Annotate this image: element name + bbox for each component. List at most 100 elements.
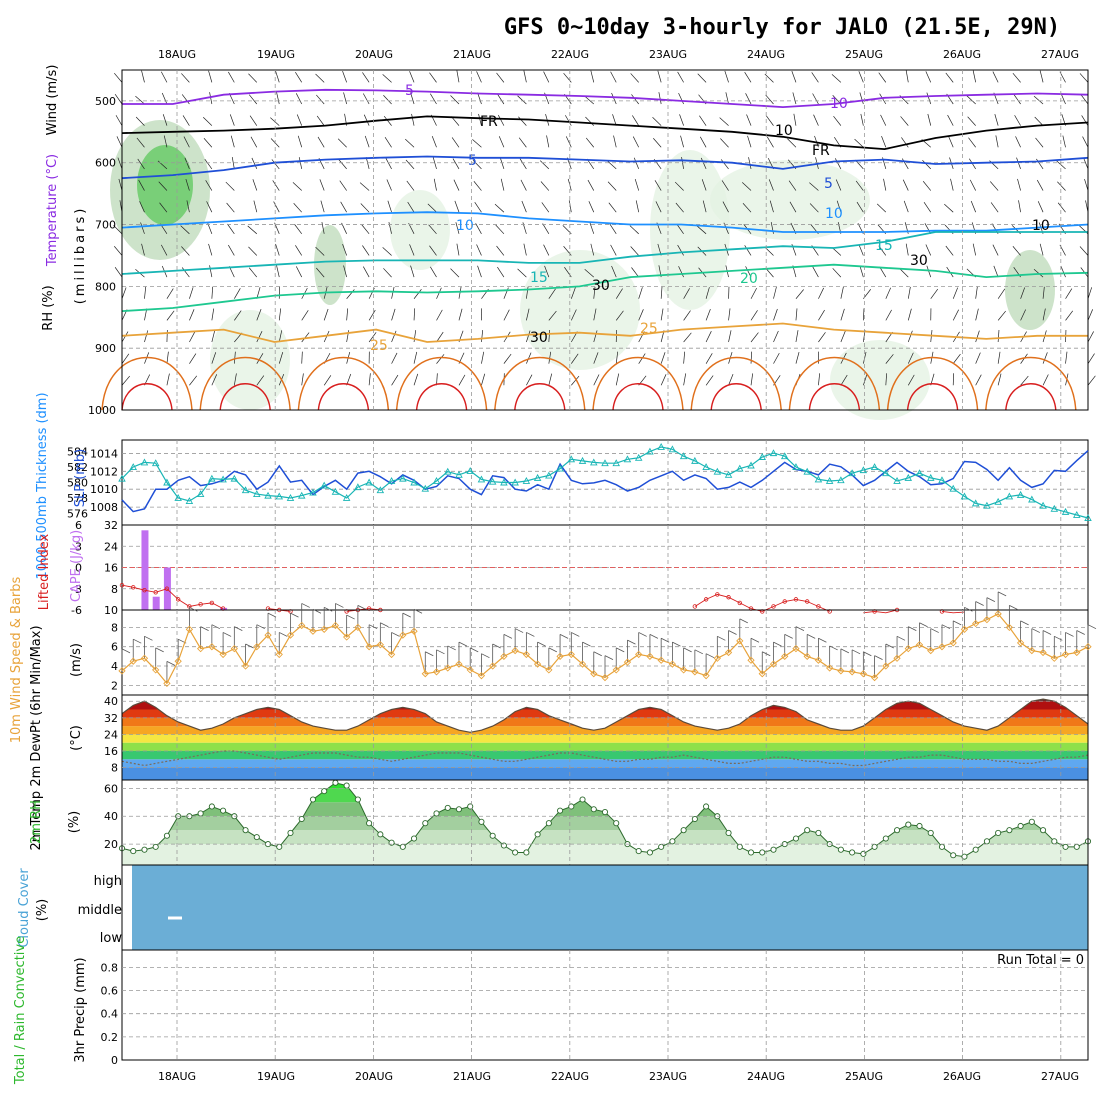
thickness-marker [803,467,811,475]
contour-label: 10 [1032,218,1050,234]
wind-barb-flag [795,626,805,631]
wind-barb [135,116,145,126]
thickness-tick-label: 578 [67,492,88,505]
rh-marker [298,815,305,823]
wind-barb-flag [896,635,906,641]
wind-speed-marker [387,650,396,659]
cloud-axis-labels: Cloud Cover (%) high middle low [17,868,122,948]
wind-speed-marker [702,672,710,680]
wind-barb-flag [155,647,164,653]
pressure-tick-label: 500 [95,95,116,108]
wind-barb [138,179,145,191]
cape-tick-label: 24 [104,540,118,553]
wind-barb-flag [189,606,198,612]
wind-barb-flag [301,603,310,608]
temp-band [122,699,1088,702]
contour-label: 10 [825,206,843,222]
wind-barb [789,201,797,213]
wind-barb [544,265,550,278]
wind-speed-marker [938,643,946,651]
wind-barb [968,137,976,148]
wind-barb [436,287,442,299]
wind-barb [923,202,932,213]
wind-barb [990,202,999,213]
wind-speed-marker [882,662,890,670]
rh-marker [703,803,710,810]
wind-barb [543,244,550,256]
wind-barb [278,352,284,364]
wind-barb [362,245,370,256]
wind-barb [610,244,617,256]
thickness-marker [1039,501,1047,509]
wind-barb [454,200,460,213]
rh-marker [422,820,429,827]
li-line [941,610,965,614]
wind-speed-marker [781,652,789,661]
wind-barb [141,70,145,83]
top-date-label: 20AUG [355,48,393,61]
wind-barb [607,160,617,170]
rh-marker [208,803,215,810]
wind-barb [683,288,690,299]
cape-bar [141,530,149,610]
wind-barb-flag [514,628,524,633]
wind-barb [952,353,961,364]
wind-speed-marker [657,656,665,664]
wind-barb [728,374,734,386]
wind-barb [725,92,729,105]
wind-barb [339,180,347,191]
wind-barb-flag [1087,624,1097,630]
wind-barb [362,266,370,278]
rh-marker [163,832,170,839]
wind-barb [660,352,666,364]
wind-barb [252,179,258,191]
temp-tick-label: 16 [104,745,118,758]
wind-barb [975,308,979,321]
wind-speed-marker [837,667,845,675]
bottom-date-label: 18AUG [158,1070,196,1083]
wind-speed-marker [152,666,160,674]
wind-barb [773,352,780,364]
wind-barb [593,330,598,343]
wind-barb [970,200,976,213]
wind-barb [497,93,505,105]
wind-speed-marker [477,672,486,680]
wind-barb [387,200,392,213]
rh-marker [691,815,698,823]
wind-barb [383,94,392,105]
surface-contour [985,356,1077,411]
thickness-marker [859,466,868,474]
wind-barb [526,308,530,321]
wind-barb-flag [290,612,299,618]
rh-marker [489,832,496,839]
li-tick-label: -6 [71,604,82,617]
rh-marker [388,839,395,846]
rh-marker [141,846,148,853]
wind-barb [858,71,864,83]
wind-barb [696,225,707,235]
wind-barb [158,181,168,191]
wind-barb [1084,178,1089,191]
thickness-marker [140,458,149,466]
wind-speed-marker [635,650,643,659]
wind-speed-marker [713,654,721,662]
wind-barb [276,265,280,278]
wind-barb [1039,243,1044,256]
wind-barb [118,178,123,191]
wind-barb [475,223,482,234]
precip-tick-label: 0.6 [101,985,119,998]
wind-barb [885,354,894,364]
wind-barb-flag [604,655,614,660]
wind-barb-flag [368,624,378,630]
surface-contour [317,383,370,411]
thickness-marker [825,477,834,484]
wind-speed-marker [758,670,766,678]
wind-barb [878,245,887,256]
wind-barb [840,330,846,343]
wind-barb [388,222,392,234]
thickness-marker [983,501,991,509]
wind-barb [768,179,774,191]
wind-barb [1060,265,1066,278]
wind-barb [675,202,684,213]
wind-barb-flag [324,606,333,612]
